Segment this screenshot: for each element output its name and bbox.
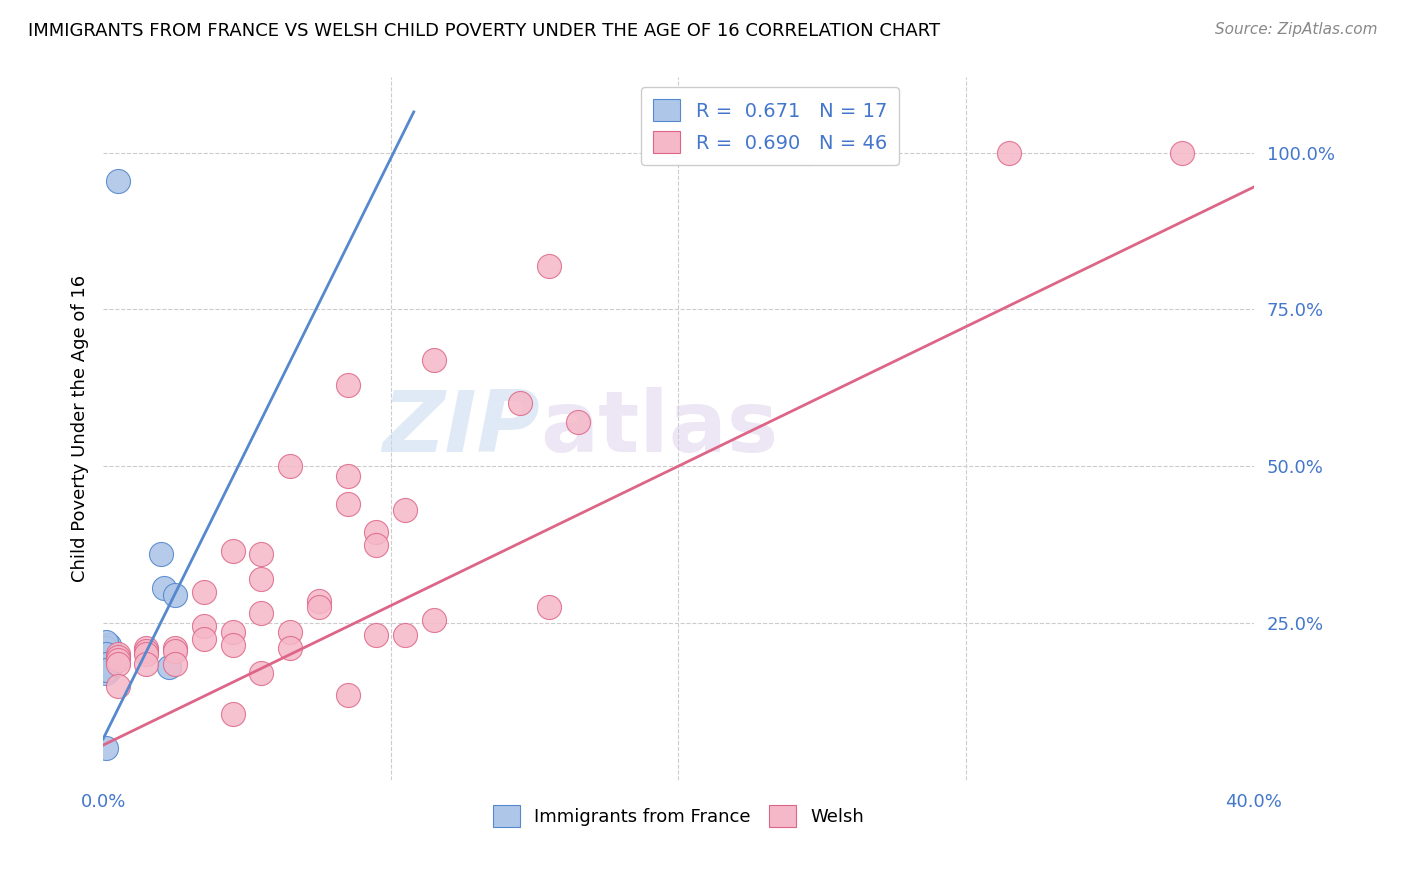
Point	[423, 352, 446, 367]
Point	[250, 547, 273, 561]
Point	[94, 666, 117, 681]
Point	[97, 650, 120, 665]
Point	[366, 628, 388, 642]
Point	[336, 468, 359, 483]
Point	[193, 632, 215, 646]
Point	[97, 663, 120, 677]
Text: IMMIGRANTS FROM FRANCE VS WELSH CHILD POVERTY UNDER THE AGE OF 16 CORRELATION CH: IMMIGRANTS FROM FRANCE VS WELSH CHILD PO…	[28, 22, 941, 40]
Point	[107, 653, 129, 667]
Point	[797, 145, 820, 160]
Point	[366, 537, 388, 551]
Point	[394, 503, 416, 517]
Point	[97, 640, 120, 655]
Point	[221, 638, 243, 652]
Point	[163, 644, 186, 658]
Point	[1170, 145, 1192, 160]
Text: ZIP: ZIP	[382, 387, 540, 470]
Point	[250, 666, 273, 681]
Point	[193, 584, 215, 599]
Point	[107, 650, 129, 665]
Point	[163, 657, 186, 671]
Point	[163, 640, 186, 655]
Point	[94, 640, 117, 655]
Point	[336, 377, 359, 392]
Point	[135, 657, 157, 671]
Point	[94, 741, 117, 756]
Point	[366, 524, 388, 539]
Point	[221, 543, 243, 558]
Point	[94, 663, 117, 677]
Point	[152, 582, 174, 596]
Point	[998, 145, 1021, 160]
Point	[135, 640, 157, 655]
Point	[107, 657, 129, 671]
Point	[97, 659, 120, 673]
Point	[394, 628, 416, 642]
Point	[135, 647, 157, 661]
Point	[107, 679, 129, 693]
Point	[336, 688, 359, 702]
Point	[97, 638, 120, 652]
Point	[163, 588, 186, 602]
Point	[221, 706, 243, 721]
Point	[537, 600, 560, 615]
Point	[221, 625, 243, 640]
Point	[94, 647, 117, 661]
Point	[567, 415, 589, 429]
Point	[308, 600, 330, 615]
Point	[107, 174, 129, 188]
Point	[135, 644, 157, 658]
Point	[537, 259, 560, 273]
Legend: Immigrants from France, Welsh: Immigrants from France, Welsh	[485, 797, 872, 834]
Point	[509, 396, 531, 410]
Point	[250, 607, 273, 621]
Point	[278, 459, 301, 474]
Point	[336, 497, 359, 511]
Point	[278, 625, 301, 640]
Text: atlas: atlas	[540, 387, 779, 470]
Point	[278, 640, 301, 655]
Point	[107, 647, 129, 661]
Text: Source: ZipAtlas.com: Source: ZipAtlas.com	[1215, 22, 1378, 37]
Point	[157, 659, 180, 673]
Y-axis label: Child Poverty Under the Age of 16: Child Poverty Under the Age of 16	[72, 275, 89, 582]
Point	[149, 547, 172, 561]
Point	[193, 619, 215, 633]
Point	[94, 657, 117, 671]
Point	[94, 634, 117, 648]
Point	[423, 613, 446, 627]
Point	[308, 594, 330, 608]
Point	[250, 572, 273, 586]
